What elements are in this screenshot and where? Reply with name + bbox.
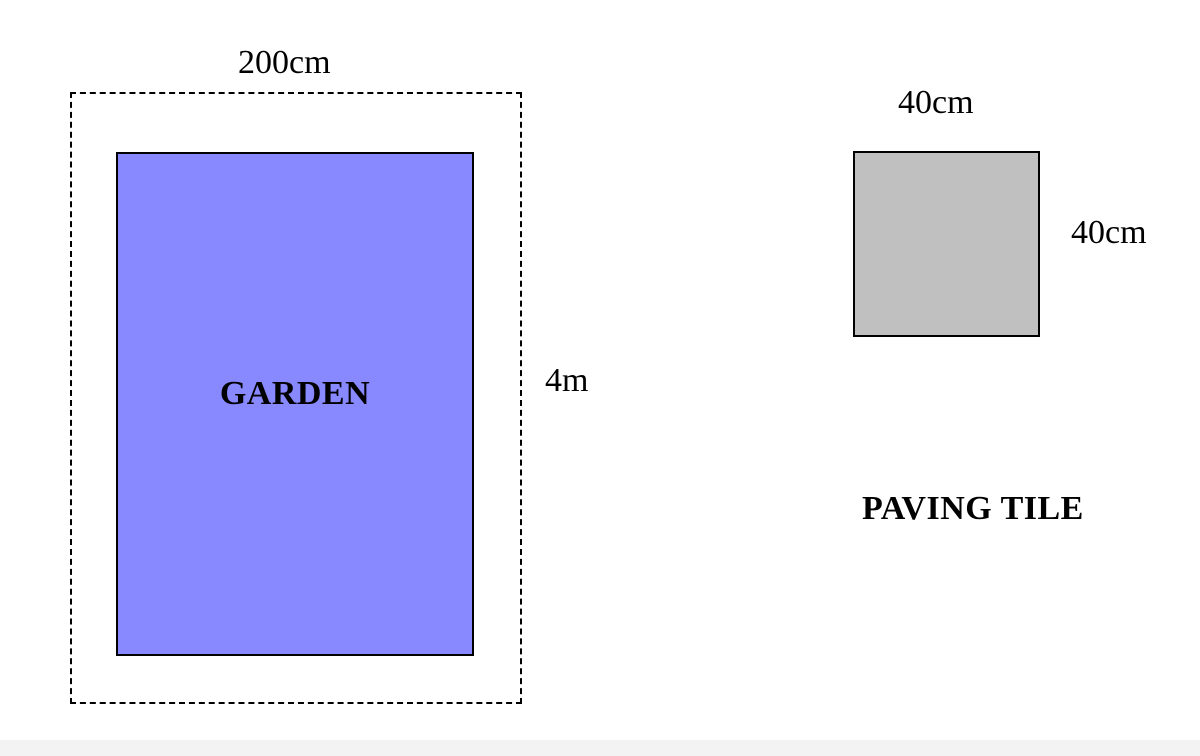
garden-height-label: 4m [545, 362, 589, 399]
bottom-strip [0, 740, 1200, 756]
garden-width-label: 200cm [238, 44, 331, 81]
tile-width-label: 40cm [898, 84, 974, 121]
tile-height-label: 40cm [1071, 214, 1147, 251]
paving-tile-label: PAVING TILE [862, 490, 1084, 527]
garden-rectangle [116, 152, 474, 656]
paving-tile-square [853, 151, 1040, 337]
garden-label: GARDEN [219, 375, 371, 412]
garden-outer-dashed-border [70, 92, 522, 704]
